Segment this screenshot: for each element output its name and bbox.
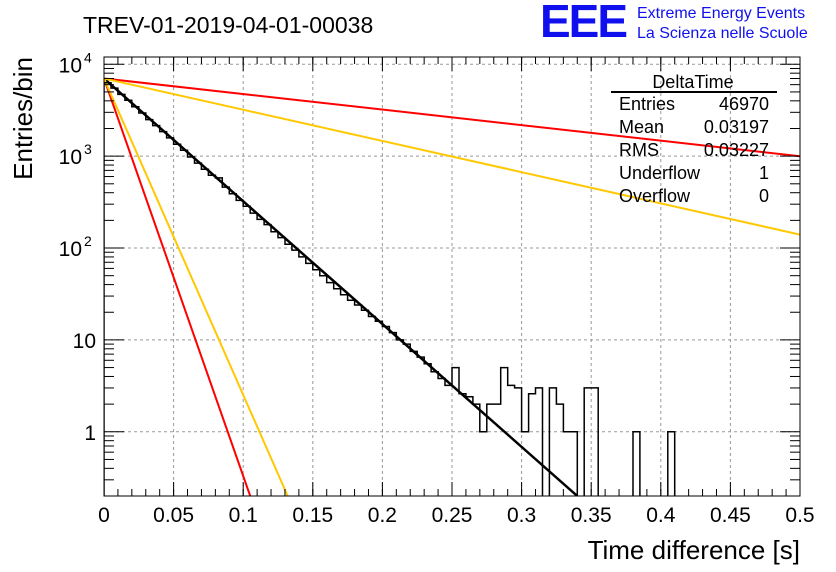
y-tick-exponent: 2: [84, 233, 92, 249]
plot-area: [104, 77, 800, 496]
grid: [104, 57, 800, 496]
y-tick-exponent: 4: [84, 49, 92, 65]
fit-line: [104, 78, 252, 496]
histogram-outline: [104, 81, 676, 496]
logo-line-1: Extreme Energy Events: [637, 5, 806, 22]
x-axis: 0 0.05 0.1 0.15 0.2 0.25 0.3 0.35 0.4 0.45 0.5: [98, 57, 815, 527]
stats-value: 0: [759, 186, 769, 206]
x-tick-label: 0: [98, 504, 110, 527]
x-axis-label: Time difference [s]: [588, 535, 800, 565]
y-tick-exponent: 3: [84, 141, 92, 157]
x-tick-label: 0.15: [292, 504, 333, 527]
x-tick-label: 0.5: [785, 504, 814, 527]
fit-lines: [104, 77, 800, 496]
fit-line: [104, 77, 800, 236]
logo-mark: EEE: [540, 0, 628, 47]
x-tick-label: 0.2: [368, 504, 397, 527]
y-tick-label: 10: [59, 238, 82, 261]
stats-box: DeltaTime Entries 46970 Mean 0.03197 RMS…: [611, 72, 777, 206]
stats-label: Entries: [619, 94, 675, 114]
stats-label: RMS: [619, 140, 659, 160]
y-tick-label: 1: [84, 422, 96, 445]
stats-label: Mean: [619, 117, 664, 137]
histogram-series: [104, 81, 676, 496]
stats-label: Overflow: [619, 186, 691, 206]
y-tick-label: 10: [59, 146, 82, 169]
fit-line: [104, 77, 800, 158]
y-axis-label: Entries/bin: [8, 57, 38, 180]
logo-line-2: La Scienza nelle Scuole: [637, 25, 808, 42]
x-tick-label: 0.35: [571, 504, 612, 527]
stats-value: 0.03197: [704, 117, 769, 137]
x-tick-label: 0.25: [432, 504, 473, 527]
chart-title: TREV-01-2019-04-01-00038: [83, 12, 373, 38]
y-tick-label: 10: [73, 330, 96, 353]
stats-label: Underflow: [619, 163, 701, 183]
x-tick-label: 0.4: [646, 504, 676, 527]
fit-line: [104, 77, 579, 496]
stats-value: 46970: [719, 94, 769, 114]
eee-logo: EEE Extreme Energy Events La Scienza nel…: [540, 0, 832, 48]
x-tick-label: 0.45: [710, 504, 751, 527]
x-tick-label: 0.1: [229, 504, 258, 527]
stats-value: 1: [759, 163, 769, 183]
stats-title: DeltaTime: [652, 72, 733, 92]
stats-value: 0.03227: [704, 140, 769, 160]
fit-line: [104, 78, 289, 496]
y-tick-label: 10: [59, 54, 82, 77]
x-tick-label: 0.05: [153, 504, 194, 527]
x-tick-label: 0.3: [507, 504, 536, 527]
